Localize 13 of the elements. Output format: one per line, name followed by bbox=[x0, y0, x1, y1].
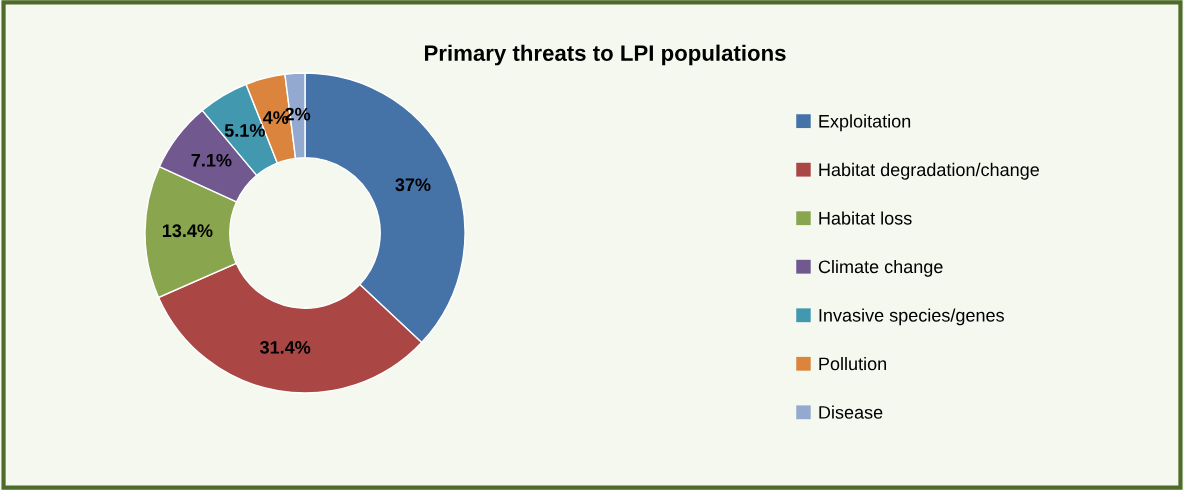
chart-title: Primary threats to LPI populations bbox=[424, 44, 786, 66]
data-label: 13.4% bbox=[162, 224, 213, 238]
data-label: 31.4% bbox=[259, 340, 311, 354]
legend-label: Pollution bbox=[819, 356, 886, 371]
data-label: 37% bbox=[395, 178, 431, 192]
data-label: 5.1% bbox=[224, 124, 265, 137]
legend-label: Habitat degradation/change bbox=[819, 162, 1039, 180]
legend-label: Invasive species/genes bbox=[819, 308, 1004, 326]
legend-label: Exploitation bbox=[819, 114, 911, 132]
legend-label: Climate change bbox=[818, 259, 943, 277]
data-label: 7.1% bbox=[191, 153, 232, 167]
legend-label: Disease bbox=[819, 405, 883, 419]
legend-label: Habitat loss bbox=[819, 211, 912, 225]
